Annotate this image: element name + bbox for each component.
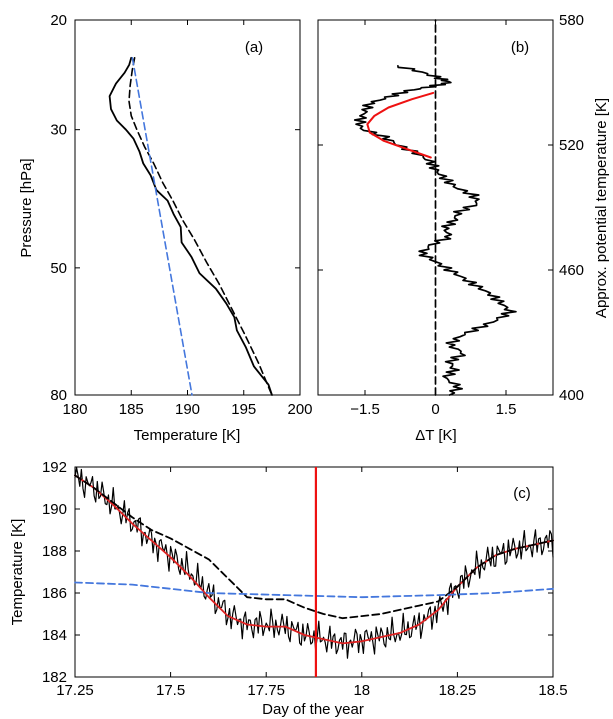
panel-c-xtick-label: 17.25: [56, 682, 94, 699]
panel-c-ylabel: Temperature [K]: [9, 519, 26, 626]
panel-b-xtick-label: 0: [431, 401, 439, 418]
panel-b-series-line-1: [366, 91, 435, 159]
panel-b-xlabel: ΔT [K]: [415, 427, 456, 444]
panel-c-xlabel: Day of the year: [262, 701, 364, 718]
panel-b-ytick-label: 580: [559, 12, 584, 29]
panel-a-series-line-2: [131, 57, 193, 396]
panel-a-ticks: 180 185 190 195 200 20 30 50 80: [50, 12, 312, 418]
panel-a-series: [108, 56, 273, 396]
panel-a-xlabel: Temperature [K]: [134, 427, 241, 444]
panel-b-ytick-label: 460: [559, 262, 584, 279]
panel-c-series: [74, 467, 554, 677]
panel-c-series-line-0: [74, 467, 554, 659]
panel-c-xtick-label: 18.25: [439, 682, 477, 699]
panel-b: −1.5 0 1.5 400 460 520 580 (b) ΔT [K] Approx. …: [317, 12, 610, 444]
panel-a-series-line-0: [108, 56, 273, 396]
panel-b-ylabel-right: Approx. potential temperature [K]: [593, 98, 610, 318]
panel-a-ytick-label: 20: [50, 12, 67, 29]
panel-b-xtick-label: −1.5: [350, 401, 380, 418]
panel-c-ytick-label: 192: [42, 459, 67, 476]
panel-a-ylabel: Pressure [hPa]: [18, 158, 35, 257]
panel-c-xtick-label: 17.75: [247, 682, 285, 699]
panel-b-ticks: −1.5 0 1.5 400 460 520 580: [318, 12, 584, 418]
panel-c-ytick-label: 186: [42, 585, 67, 602]
panel-c-ytick-label: 184: [42, 627, 67, 644]
panel-c-series-line-2: [74, 474, 554, 620]
panel-c-ticks: 17.25 17.5 17.75 18 18.25 18.5 182 184 186 188 190…: [42, 459, 568, 699]
panel-c-frame: [74, 466, 554, 678]
panel-a-xtick-label: 185: [119, 401, 144, 418]
panel-a-xtick-label: 190: [175, 401, 200, 418]
panel-a-ytick-label: 80: [50, 387, 67, 404]
panel-c-xtick-label: 18: [353, 682, 370, 699]
panel-a-frame: [74, 19, 301, 396]
panel-b-ytick-label: 520: [559, 137, 584, 154]
panel-a-label: (a): [245, 39, 263, 56]
panel-a-xtick-label: 200: [287, 401, 312, 418]
panel-b-series-line-0: [353, 64, 517, 396]
panel-b-series: [353, 19, 517, 396]
panel-c-xtick-label: 17.5: [156, 682, 185, 699]
panel-b-ytick-label: 400: [559, 387, 584, 404]
panel-a-xtick-label: 180: [62, 401, 87, 418]
panel-a-ytick-label: 30: [50, 122, 67, 139]
panel-c-ytick-label: 188: [42, 543, 67, 560]
panel-a-xtick-label: 195: [231, 401, 256, 418]
panel-c-series-line-3: [74, 581, 554, 599]
panel-c: 17.25 17.5 17.75 18 18.25 18.5 182 184 186 188 190…: [9, 459, 568, 718]
panel-a-ytick-label: 50: [50, 260, 67, 277]
panel-a: 180 185 190 195 200 20 30 50 80 (a) Temperature …: [18, 12, 313, 444]
panel-a-series-line-1: [128, 57, 273, 396]
panel-c-label: (c): [513, 485, 531, 502]
panel-c-ytick-label: 190: [42, 501, 67, 518]
panel-c-ytick-label: 182: [42, 669, 67, 686]
panel-c-xtick-label: 18.5: [538, 682, 567, 699]
panel-b-label: (b): [511, 39, 529, 56]
panel-b-xtick-label: 1.5: [496, 401, 517, 418]
